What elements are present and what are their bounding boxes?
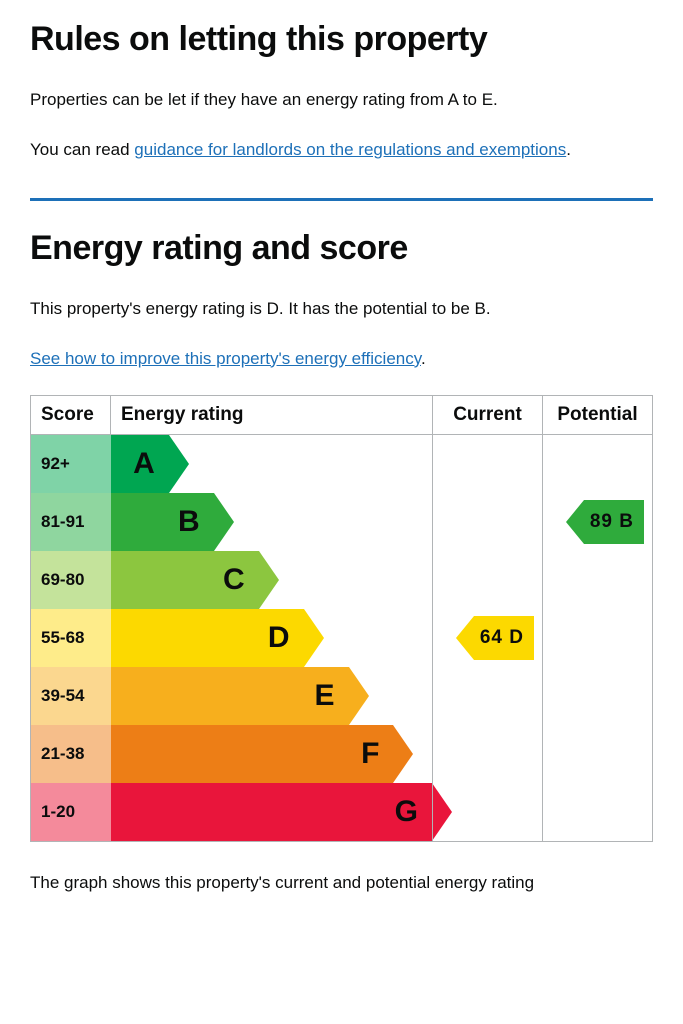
- chart-footer-text: The graph shows this property's current …: [30, 870, 653, 896]
- section-divider: [30, 198, 653, 201]
- chart-body: 92+A81-91B69-80C55-68D39-54E21-38F1-20G …: [31, 435, 652, 841]
- improve-suffix: .: [421, 349, 426, 368]
- bar-cell: G: [111, 783, 432, 841]
- rules-para-1: Properties can be let if they have an en…: [30, 87, 653, 113]
- score-cell: 69-80: [31, 551, 111, 609]
- bar-cell: E: [111, 667, 432, 725]
- rating-bar: G: [111, 783, 432, 841]
- rating-row: 1-20G: [31, 783, 432, 841]
- rating-row: 55-68D: [31, 609, 432, 667]
- rating-para-2: See how to improve this property's energ…: [30, 346, 653, 372]
- rules-para-2: You can read guidance for landlords on t…: [30, 137, 653, 163]
- bar-cell: C: [111, 551, 432, 609]
- header-current: Current: [432, 396, 542, 434]
- score-cell: 39-54: [31, 667, 111, 725]
- score-cell: 81-91: [31, 493, 111, 551]
- rating-para-1: This property's energy rating is D. It h…: [30, 296, 653, 322]
- rating-row: 39-54E: [31, 667, 432, 725]
- rating-bar: C: [111, 551, 259, 609]
- section-heading-rating: Energy rating and score: [30, 229, 653, 268]
- rating-bar: A: [111, 435, 169, 493]
- rules-para-2-prefix: You can read: [30, 140, 134, 159]
- score-cell: 1-20: [31, 783, 111, 841]
- landlord-guidance-link[interactable]: guidance for landlords on the regulation…: [134, 140, 566, 159]
- rating-bar: E: [111, 667, 349, 725]
- chart-bars-area: 92+A81-91B69-80C55-68D39-54E21-38F1-20G: [31, 435, 432, 841]
- energy-rating-chart: Score Energy rating Current Potential 92…: [30, 395, 653, 842]
- potential-marker: 89 B: [584, 500, 644, 544]
- rating-row: 81-91B: [31, 493, 432, 551]
- bar-cell: D: [111, 609, 432, 667]
- rating-row: 69-80C: [31, 551, 432, 609]
- score-cell: 55-68: [31, 609, 111, 667]
- chart-current-column: 64 D: [432, 435, 542, 841]
- chart-header-row: Score Energy rating Current Potential: [31, 396, 652, 435]
- header-rating: Energy rating: [111, 396, 432, 434]
- bar-cell: F: [111, 725, 432, 783]
- rating-row: 21-38F: [31, 725, 432, 783]
- section-heading-rules: Rules on letting this property: [30, 20, 653, 59]
- rating-row: 92+A: [31, 435, 432, 493]
- improve-efficiency-link[interactable]: See how to improve this property's energ…: [30, 349, 421, 368]
- rating-bar: D: [111, 609, 304, 667]
- bar-cell: A: [111, 435, 432, 493]
- header-score: Score: [31, 396, 111, 434]
- rating-bar: B: [111, 493, 214, 551]
- chart-potential-column: 89 B: [542, 435, 652, 841]
- rating-bar: F: [111, 725, 393, 783]
- bar-cell: B: [111, 493, 432, 551]
- rules-para-2-suffix: .: [566, 140, 571, 159]
- current-marker: 64 D: [474, 616, 534, 660]
- header-potential: Potential: [542, 396, 652, 434]
- score-cell: 21-38: [31, 725, 111, 783]
- score-cell: 92+: [31, 435, 111, 493]
